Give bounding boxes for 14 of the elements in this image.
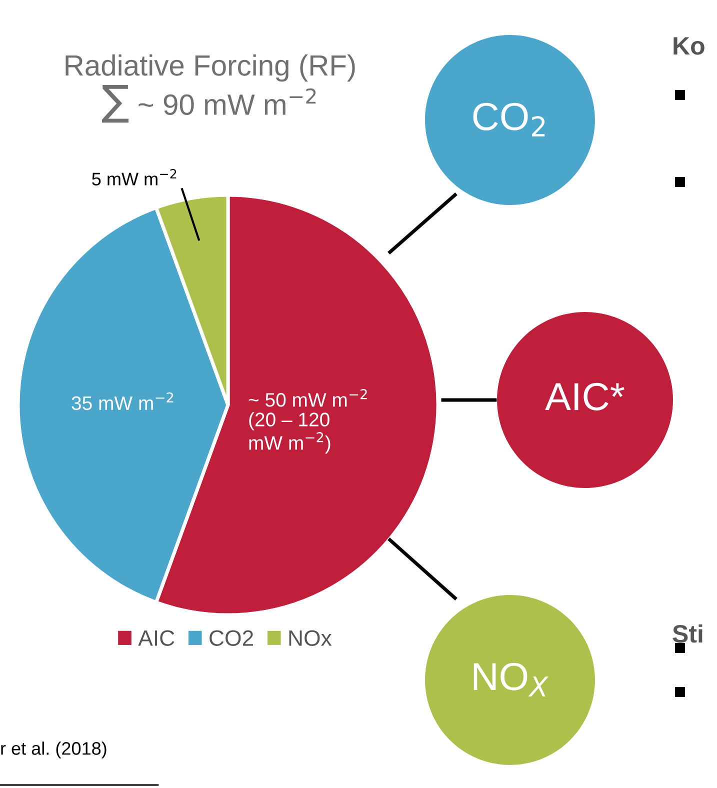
text: NO$_{X}$ (474, 662, 549, 696)
legend-label: AIC (138, 630, 174, 646)
data-label: 35 mW m$^{−2}$ (72, 392, 174, 410)
chart-subtitle: ∑ ~ 90 mW m$^{−2}$ (102, 85, 316, 123)
text: AIC* (545, 382, 624, 410)
legend-label: NOx (289, 630, 332, 646)
data-label: 5 mW m$^{−2}$ (92, 168, 176, 186)
text: Ko (674, 37, 704, 55)
text: Sti (672, 624, 702, 643)
chart-title: Radiative Forcing (RF) (66, 54, 355, 82)
text: r et al. (2018) (1, 742, 106, 758)
text: ~ 50 mW m$^{−2}$ (20 – 120 mW m$^{−2}$) (248, 389, 367, 454)
text: CO$_{2}$ (473, 102, 545, 136)
legend-label: CO2 (210, 630, 254, 646)
